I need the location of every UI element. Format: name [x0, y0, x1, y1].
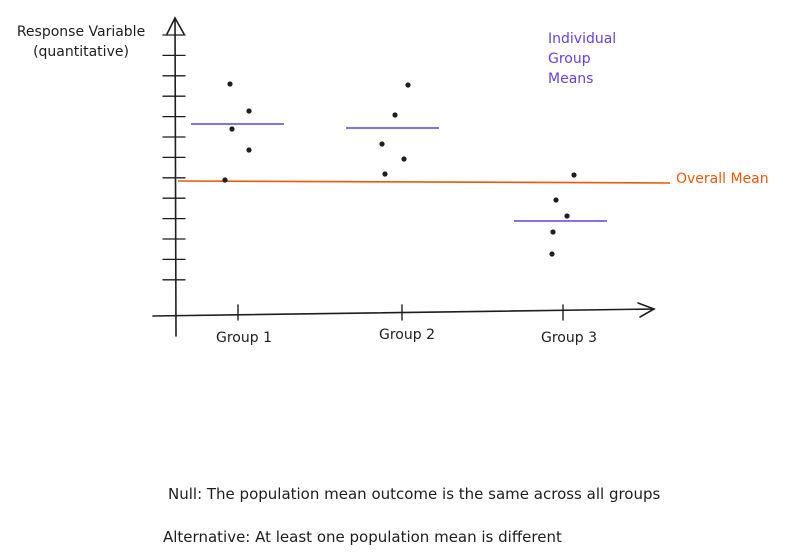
x-axis-ticks — [237, 304, 564, 321]
group-label: Group 2 — [379, 327, 435, 343]
data-point — [401, 156, 407, 162]
overall-mean-label: Overall Mean — [676, 171, 769, 187]
data-point — [564, 213, 570, 219]
y-axis-label-line-1: Response Variable — [16, 24, 146, 40]
y-axis — [174, 17, 177, 337]
data-point — [550, 229, 556, 235]
data-point — [222, 177, 228, 183]
data-point — [549, 251, 555, 257]
y-axis-label-line-2: (quantitative) — [33, 44, 129, 60]
group-mean-lines — [191, 123, 607, 222]
overall-mean-line — [177, 180, 671, 184]
group-means-label-line-2: Group — [548, 51, 591, 67]
group-label: Group 3 — [541, 330, 597, 346]
group-means-label-line-3: Means — [548, 71, 594, 87]
alternative-hypothesis: Alternative: At least one population mea… — [163, 528, 562, 546]
x-axis — [152, 308, 655, 317]
y-axis-label: Response Variable (quantitative) — [4, 22, 158, 62]
data-point — [246, 147, 252, 153]
group-means-label: Individual Group Means — [548, 29, 616, 89]
data-point — [379, 141, 385, 147]
x-axis-arrowhead — [637, 302, 656, 318]
data-point — [392, 112, 398, 118]
data-point — [553, 197, 559, 203]
group-means-label-line-1: Individual — [548, 31, 617, 47]
data-point — [246, 108, 252, 114]
data-points — [222, 81, 577, 257]
data-point — [571, 172, 577, 178]
null-hypothesis: Null: The population mean outcome is the… — [168, 485, 661, 503]
data-point — [227, 81, 233, 87]
data-point — [405, 82, 411, 88]
overall-mean-group — [177, 180, 671, 184]
y-axis-ticks — [162, 34, 186, 281]
group-label: Group 1 — [216, 330, 272, 346]
y-axis-arrowhead — [166, 16, 185, 35]
data-point — [229, 126, 235, 132]
data-point — [382, 171, 388, 177]
